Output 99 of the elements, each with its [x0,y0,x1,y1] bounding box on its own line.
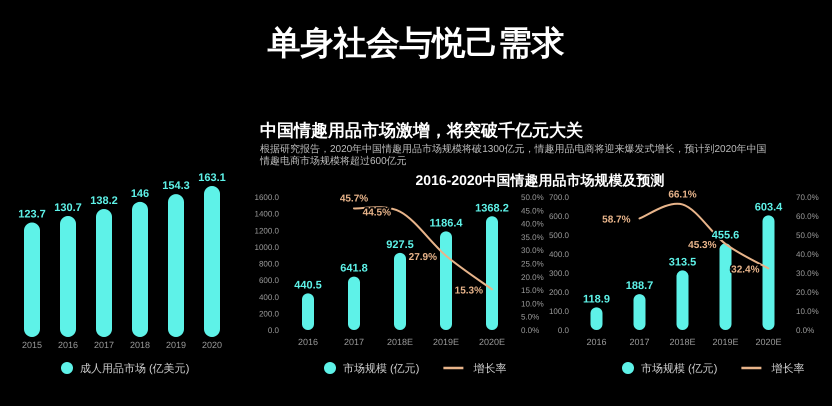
data-label: 45.7% [340,193,368,204]
y2-tick-label: 0.0% [796,326,814,335]
y2-tick-label: 70.0% [796,193,819,202]
y-tick-label: 200.0 [548,288,570,297]
y-tick-label: 1000.0 [254,242,280,252]
data-label: 603.4 [754,201,784,214]
y2-tick-label: 20.0% [796,288,819,297]
y-tick-label: 700.0 [548,193,570,202]
x-tick-label: 2019E [712,337,739,347]
data-label: 440.5 [294,279,322,292]
bar [132,202,148,337]
x-tick-label: 2016 [298,337,318,347]
data-label: 1186.4 [429,217,464,230]
x-tick-label: 2018E [386,337,414,347]
y-tick-label: 0.0 [268,326,280,335]
chart-subtitle: 2016-2020中国情趣用品市场规模及预测 [416,172,664,188]
bar [676,270,688,330]
y-tick-label: 400.0 [258,292,280,302]
y-tick-label: 1600.0 [254,193,280,202]
x-tick-label: 2018 [130,340,150,350]
x-tick-label: 2016 [58,340,78,350]
x-tick-label: 2019 [166,340,186,350]
data-label: 130.7 [54,202,82,214]
text: 根据研究报告，2020年中国情趣用品市场规模将破1300亿元，情趣用品电商将迎来爆发式增长，预计到2020年中国情趣电商市场规模将超过600亿元 [259,143,767,167]
x-tick-label: 2019E [432,337,460,347]
y-tick-label: 100.0 [548,307,570,316]
y2-tick-label: 30.0% [796,269,819,278]
data-label: 138.2 [90,195,118,208]
data-label: 154.3 [162,180,190,192]
bar [348,276,360,330]
x-tick-label: 2016 [586,337,607,347]
data-label: 123.7 [18,208,46,220]
bar [486,216,498,330]
y-tick-label: 500.0 [548,231,570,240]
legend-label: 成人用品市场 (亿美元) [80,362,190,375]
y-tick-label: 200.0 [258,309,280,318]
y2-tick-label: 45.0% [521,206,544,216]
bar [634,294,646,330]
bar [394,252,406,330]
bar [720,243,732,330]
bar [60,216,76,337]
legend-label: 增长率 [472,362,506,375]
bar [24,222,40,337]
y2-tick-label: 50.0% [521,193,544,202]
bar [96,209,112,337]
bar [302,293,314,330]
y-tick-label: 1200.0 [254,226,280,236]
data-label: 44.5% [362,208,392,219]
x-tick-label: 2017 [629,337,650,347]
data-label: 163.1 [198,172,226,184]
y2-tick-label: 0.0% [521,326,540,335]
data-label: 32.4% [731,264,760,276]
data-label: 58.7% [602,214,631,226]
data-label: 118.9 [583,293,610,306]
x-tick-label: 2017 [344,337,364,347]
y2-tick-label: 10.0% [796,307,819,316]
y-tick-label: 1400.0 [254,210,280,219]
x-tick-label: 2018E [669,337,696,347]
y-tick-label: 600.0 [548,212,570,221]
y2-tick-label: 40.0% [796,250,819,259]
y-tick-label: 300.0 [548,269,570,278]
y-tick-label: 800.0 [258,260,280,268]
y2-tick-label: 5.0% [521,312,540,322]
legend-label: 市场规模 (亿元) [343,362,420,375]
data-label: 188.7 [626,280,654,292]
legend-label: 市场规模 (亿元) [641,362,718,375]
bar [168,194,184,337]
x-tick-label: 2020E [755,337,782,347]
bar [762,215,774,330]
y2-tick-label: 30.0% [521,246,544,256]
y2-tick-label: 40.0% [521,220,544,229]
x-tick-label: 2017 [94,340,114,350]
y2-tick-label: 25.0% [521,260,544,268]
data-label: 45.3% [688,240,717,251]
bar [440,231,452,330]
y2-tick-label: 50.0% [796,231,819,240]
y2-tick-label: 35.0% [521,232,544,242]
chart-title: 单身社会与悦己需求 [266,24,564,61]
x-tick-label: 2020E [478,337,506,347]
data-label: 641.8 [340,262,368,275]
x-tick-label: 2015 [22,340,42,350]
y-tick-label: 0.0 [558,326,570,335]
y2-tick-label: 10.0% [521,299,544,308]
bar [204,186,220,337]
data-label: 313.5 [668,256,696,268]
data-label: 27.9% [408,252,438,263]
data-label: 146 [130,188,150,200]
data-label: 1368.2 [475,202,509,214]
x-tick-label: 2020 [202,340,222,350]
y-tick-label: 400.0 [548,250,570,259]
y-tick-label: 600.0 [258,276,280,286]
y2-tick-label: 15.0% [521,286,544,296]
y2-tick-label: 20.0% [521,272,544,282]
text: 中国情趣用品市场激增，将突破千亿元大关 [260,121,583,140]
data-label: 66.1% [668,189,697,200]
data-label: 15.3% [454,285,484,296]
data-label: 927.5 [386,238,414,251]
legend-label: 增长率 [770,362,804,375]
y2-tick-label: 60.0% [796,212,819,221]
